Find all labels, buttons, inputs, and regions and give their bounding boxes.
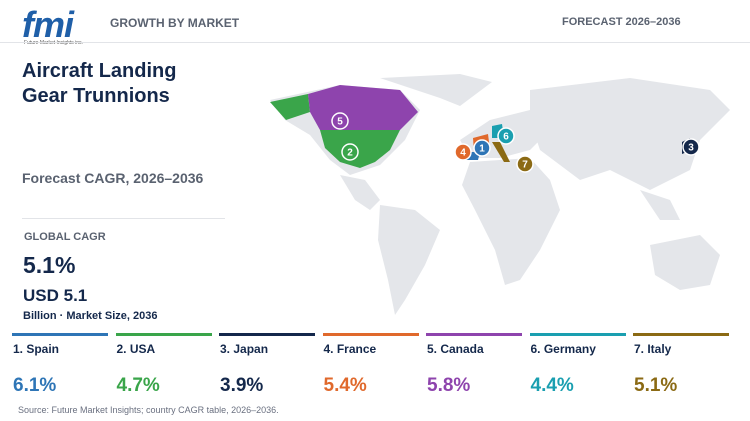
world-map: 1 2 3 4 5 6 7 bbox=[270, 74, 730, 315]
country-cagr: 5.1% bbox=[634, 375, 678, 396]
logo-caption: Future Market Insights inc. bbox=[24, 40, 83, 46]
marker-label: 4 bbox=[460, 148, 466, 159]
marker-label: 6 bbox=[503, 132, 509, 143]
subtitle: Forecast CAGR, 2026–2036 bbox=[22, 170, 204, 186]
map-marker bbox=[473, 139, 491, 157]
country-cagr: 5.8% bbox=[427, 375, 471, 396]
title: Aircraft Landing Gear Trunnions bbox=[22, 60, 177, 107]
marker-label: 3 bbox=[688, 143, 694, 154]
market-size: USD 5.1 bbox=[23, 286, 88, 305]
map-marker bbox=[682, 138, 700, 156]
map-marker bbox=[454, 143, 472, 161]
map-marker bbox=[331, 112, 349, 130]
period-label: FORECAST 2026–2036 bbox=[562, 16, 681, 28]
country-bar bbox=[426, 333, 522, 336]
country-name: 5. Canada bbox=[427, 342, 484, 356]
rule bbox=[22, 218, 225, 219]
alaska bbox=[270, 94, 310, 120]
country-name: 6. Germany bbox=[530, 342, 596, 356]
logo: fmi bbox=[22, 4, 74, 45]
greenland bbox=[380, 74, 492, 106]
south-america bbox=[378, 205, 440, 315]
country-cagr: 5.4% bbox=[323, 375, 367, 396]
australia bbox=[650, 235, 720, 290]
country-bar bbox=[12, 333, 108, 336]
header-rule bbox=[0, 42, 750, 43]
country-name: 3. Japan bbox=[220, 342, 269, 356]
country-cagr: 3.9% bbox=[220, 375, 264, 396]
map-marker bbox=[497, 127, 515, 145]
source: Source: Future Market Insights; country … bbox=[18, 405, 279, 415]
global-label: GLOBAL CAGR bbox=[24, 231, 106, 243]
southeast-asia bbox=[640, 190, 680, 220]
usa-shape bbox=[320, 130, 400, 168]
marker-label: 2 bbox=[347, 148, 353, 159]
map-marker bbox=[341, 143, 359, 161]
marker-label: 7 bbox=[522, 160, 528, 171]
country-bar bbox=[219, 333, 315, 336]
central-america bbox=[340, 175, 380, 210]
country-cagr: 4.7% bbox=[116, 375, 160, 396]
africa bbox=[462, 158, 560, 285]
country-cagr: 6.1% bbox=[13, 375, 57, 396]
country-bar bbox=[633, 333, 729, 336]
country-bar bbox=[529, 333, 626, 336]
marker-label: 5 bbox=[337, 117, 343, 128]
country-cagr: 4.4% bbox=[530, 375, 574, 396]
country-name: 7. Italy bbox=[634, 342, 672, 356]
section-label: GROWTH BY MARKET bbox=[110, 16, 240, 30]
marker-label: 1 bbox=[479, 144, 485, 155]
markers: 1 2 3 4 5 6 7 bbox=[331, 112, 700, 173]
country-bar bbox=[322, 333, 419, 336]
map-marker bbox=[516, 155, 534, 173]
asia bbox=[530, 78, 730, 190]
country-bar bbox=[115, 333, 212, 336]
global-cagr: 5.1% bbox=[23, 252, 76, 278]
country-name: 2. USA bbox=[116, 342, 156, 356]
country-name: 1. Spain bbox=[13, 342, 60, 356]
italy-shape bbox=[492, 142, 510, 162]
country-name: 4. France bbox=[323, 342, 377, 356]
market-size-note: Billion · Market Size, 2036 bbox=[23, 310, 158, 322]
